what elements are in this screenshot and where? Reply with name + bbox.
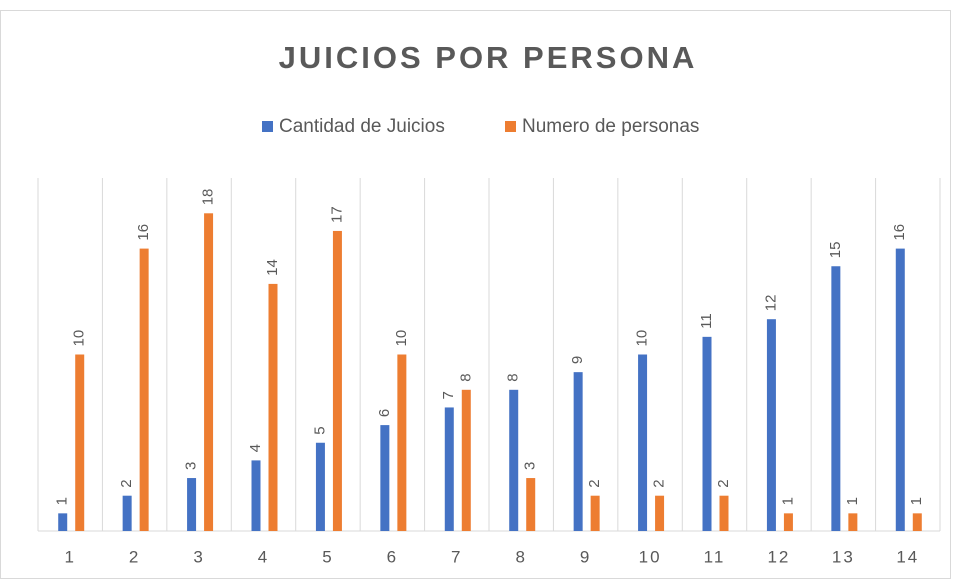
chart-frame (0, 10, 951, 579)
data-label: 17 (328, 206, 345, 223)
data-label: 2 (586, 479, 603, 487)
bar (526, 478, 536, 531)
data-label: 1 (779, 497, 796, 505)
bar (397, 354, 407, 531)
legend-swatch (262, 121, 273, 132)
data-label: 2 (651, 479, 668, 487)
data-label: 3 (183, 462, 200, 470)
bar (268, 283, 278, 531)
bar (590, 495, 600, 531)
bar (573, 372, 583, 531)
bar (187, 478, 197, 531)
data-label: 6 (376, 409, 393, 417)
data-label: 5 (311, 426, 328, 434)
bar (719, 495, 729, 531)
data-label: 10 (634, 330, 651, 347)
legend-swatch (505, 121, 516, 132)
x-tick-label: 3 (193, 547, 204, 566)
x-tick-label: 1 (64, 547, 75, 566)
data-label: 10 (393, 330, 410, 347)
legend-label: Numero de personas (522, 116, 699, 137)
chart-title: JUICIOS POR PERSONA (279, 40, 698, 75)
x-tick-label: 5 (322, 547, 333, 566)
bar (912, 513, 922, 531)
data-label: 12 (762, 295, 779, 312)
data-label: 1 (844, 497, 861, 505)
data-label: 8 (457, 373, 474, 381)
data-label: 2 (118, 479, 135, 487)
bar (509, 389, 519, 531)
bar (75, 354, 85, 531)
x-tick-label: 8 (515, 547, 526, 566)
x-tick-label: 11 (704, 547, 726, 566)
bar (848, 513, 858, 531)
data-label: 11 (698, 313, 715, 329)
bar (315, 442, 325, 531)
bar (766, 319, 776, 531)
x-tick-label: 14 (896, 547, 919, 566)
data-label: 7 (440, 391, 457, 399)
bar (461, 389, 471, 531)
bar (895, 248, 905, 531)
data-label: 3 (522, 462, 539, 470)
data-label: 2 (715, 479, 732, 487)
data-label: 16 (135, 224, 152, 241)
data-label: 14 (264, 259, 281, 276)
bar (332, 230, 342, 531)
data-label: 15 (827, 242, 844, 259)
bar (380, 425, 390, 531)
x-tick-label: 12 (767, 547, 790, 566)
x-tick-label: 2 (129, 547, 140, 566)
data-label: 1 (54, 497, 71, 505)
bar (702, 336, 712, 531)
x-tick-label: 13 (832, 547, 855, 566)
x-tick-label: 4 (258, 547, 269, 566)
x-tick-label: 7 (451, 547, 462, 566)
bar (655, 495, 665, 531)
bar (251, 460, 261, 531)
x-tick-label: 6 (387, 547, 398, 566)
data-label: 9 (569, 356, 586, 364)
legend-label: Cantidad de Juicios (279, 116, 445, 137)
x-tick-label: 9 (580, 547, 591, 566)
data-label: 18 (200, 189, 217, 206)
bar (139, 248, 149, 531)
bar (638, 354, 648, 531)
bar (122, 495, 132, 531)
data-label: 1 (908, 497, 925, 505)
bar (58, 513, 68, 531)
data-label: 16 (891, 224, 908, 241)
data-label: 10 (71, 330, 88, 347)
bar (204, 213, 214, 532)
bar (831, 266, 841, 531)
data-label: 4 (247, 444, 264, 452)
bar (783, 513, 793, 531)
data-label: 8 (505, 373, 522, 381)
bar (444, 407, 454, 531)
x-tick-label: 10 (639, 547, 662, 566)
